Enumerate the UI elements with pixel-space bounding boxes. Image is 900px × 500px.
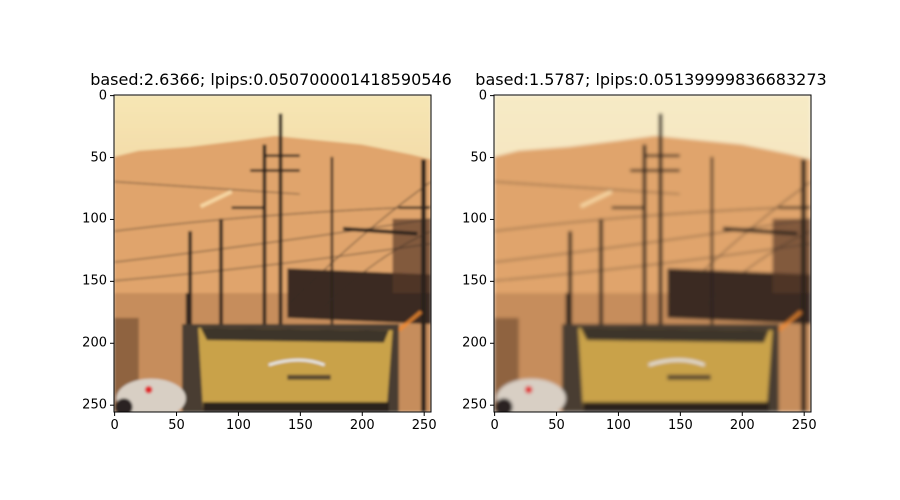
truck-logo-swoosh (268, 358, 325, 367)
utility-pole (599, 218, 603, 412)
y-tick-label: 200 (82, 335, 107, 351)
truck-body (198, 327, 393, 412)
truck-top (200, 327, 389, 343)
x-tick-label: 50 (168, 418, 185, 433)
tail-light (144, 385, 153, 394)
y-tick-label: 0 (98, 88, 107, 104)
crossarm (611, 206, 643, 209)
y-tick-label: 150 (82, 273, 107, 289)
x-tick-label: 0 (110, 418, 119, 433)
power-line (311, 230, 431, 319)
truck-logo-swoosh (648, 358, 705, 367)
crossarm (250, 169, 300, 172)
car-wheel (495, 398, 513, 412)
power-line (287, 181, 431, 306)
y-tick-label: 100 (462, 211, 487, 227)
light-glint (397, 310, 423, 332)
truck-bumper (203, 402, 389, 412)
axes-frame (493, 94, 812, 413)
crossarm (231, 206, 263, 209)
x-tick-label: 100 (226, 418, 251, 433)
power-line (494, 205, 811, 232)
y-tick-label: 200 (462, 335, 487, 351)
crossarm (630, 169, 680, 172)
light-glint (199, 189, 233, 209)
utility-pole (658, 113, 663, 412)
crossarm (642, 154, 680, 157)
photo-content (114, 95, 431, 412)
crossarm (778, 206, 810, 209)
y-tick-label: 250 (462, 397, 487, 413)
x-tick-label: 50 (548, 418, 565, 433)
truck-logo-text (667, 374, 711, 380)
power-line (494, 243, 811, 282)
y-tick-label: 150 (462, 273, 487, 289)
truck-top (580, 327, 769, 343)
utility-pole (801, 159, 807, 412)
x-tick-label: 250 (411, 418, 437, 433)
x-tick-label: 0 (490, 418, 499, 433)
axes-frame (113, 94, 432, 413)
power-line (494, 218, 811, 263)
photo-content (494, 95, 811, 412)
truck-logo-text (287, 374, 331, 380)
y-tick-label: 0 (478, 88, 487, 104)
power-line (114, 243, 431, 282)
y-tick-label: 250 (82, 397, 107, 413)
x-tick-label: 150 (287, 418, 313, 433)
street-lamp (342, 226, 418, 236)
x-tick-label: 250 (791, 418, 817, 433)
panel-title-left: based:2.6366; lpips:0.050700001418590546 (90, 70, 452, 89)
panel-title-right: based:1.5787; lpips:0.05139999836683273 (475, 70, 827, 89)
utility-pole (188, 231, 193, 412)
utility-pole (421, 159, 427, 412)
y-tick-label: 50 (470, 150, 487, 166)
power-line (114, 205, 431, 232)
x-tick-label: 150 (667, 418, 693, 433)
light-glint (579, 189, 613, 209)
x-tick-label: 100 (606, 418, 631, 433)
utility-pole (278, 113, 283, 412)
utility-pole (642, 144, 647, 412)
power-line (114, 181, 300, 195)
y-tick-label: 100 (82, 211, 107, 227)
street-lamp (722, 226, 798, 236)
power-line (494, 181, 680, 195)
crossarm (262, 154, 300, 157)
truck-bumper (583, 402, 769, 412)
power-line (691, 230, 811, 319)
light-glint (777, 310, 803, 332)
power-line (114, 218, 431, 263)
crossarm (398, 206, 430, 209)
utility-pole (219, 218, 223, 412)
car-wheel (115, 398, 133, 412)
y-tick-label: 50 (90, 150, 107, 166)
truck-body (578, 327, 773, 412)
x-tick-label: 200 (349, 418, 375, 433)
x-tick-label: 200 (729, 418, 755, 433)
utility-pole (568, 231, 573, 412)
tail-light (524, 385, 533, 394)
power-line (667, 181, 811, 306)
utility-pole (330, 156, 334, 412)
utility-pole (262, 144, 267, 412)
car (496, 378, 566, 412)
utility-pole (710, 156, 714, 412)
car (116, 378, 186, 412)
